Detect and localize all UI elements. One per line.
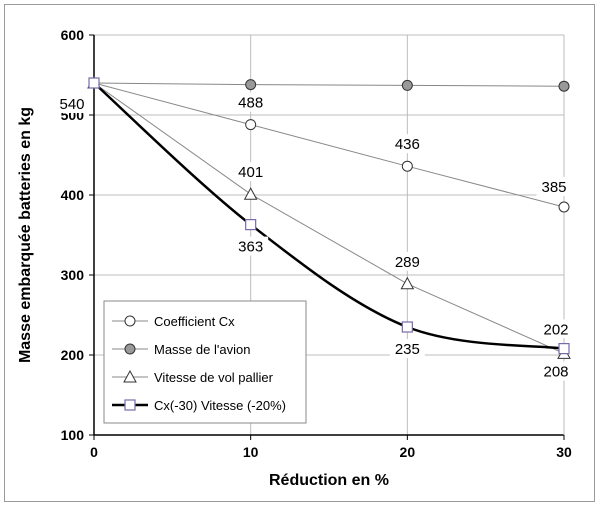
- data-label-bg: [233, 92, 269, 112]
- data-label: 202: [543, 321, 568, 338]
- series-line-1: [93, 82, 565, 87]
- data-label-group: 540: [54, 94, 90, 113]
- data-label: 363: [238, 239, 263, 256]
- legend-item: Masse de l'avion: [112, 342, 250, 357]
- data-label-group: 202: [538, 319, 574, 339]
- legend-label: Vitesse de vol pallier: [154, 370, 274, 385]
- data-point-s2-1: [243, 187, 258, 200]
- x-tick-label: 30: [556, 444, 572, 460]
- data-point-s1-1: [245, 79, 257, 91]
- data-label: 289: [395, 254, 420, 271]
- data-label-bg: [54, 94, 90, 113]
- data-label-bg: [389, 134, 425, 154]
- data-point-s0-2: [401, 160, 413, 172]
- x-tick-label: 10: [243, 444, 259, 460]
- data-point-s1-3: [558, 80, 570, 92]
- data-label-bg: [536, 177, 572, 196]
- y-tick-label: 600: [61, 27, 85, 43]
- data-point-s2-2: [400, 276, 415, 290]
- data-label-group: 488: [233, 92, 269, 112]
- data-label-group: 401: [233, 162, 269, 182]
- data-point-s3-1: [245, 219, 257, 231]
- data-label: 401: [238, 164, 263, 181]
- data-label: 436: [395, 136, 420, 153]
- data-label-bg: [538, 361, 574, 381]
- series-line-2: [93, 82, 565, 354]
- data-point-s1-2: [401, 79, 413, 91]
- data-label-group: 289: [389, 251, 425, 271]
- data-label-group: 385: [536, 177, 572, 196]
- legend-marker: [124, 399, 136, 411]
- data-label-group: 436: [389, 134, 425, 154]
- data-label: 235: [395, 341, 420, 358]
- data-label-bg: [389, 339, 425, 358]
- data-label-bg: [389, 251, 425, 271]
- data-label-group: 363: [233, 236, 269, 256]
- data-point-s0-1: [245, 119, 257, 131]
- chart-frame: 100 200 300 400 500 600 0 10 20 30 Réduction en % M…: [4, 4, 595, 502]
- legend-item: Vitesse de vol pallier: [112, 369, 274, 385]
- data-point-s3-2: [401, 321, 413, 333]
- y-tick-label: 300: [61, 267, 85, 283]
- legend-item: Coefficient Cx: [112, 314, 235, 329]
- data-point-s3-3: [558, 343, 570, 355]
- data-label-group: 208: [538, 361, 574, 381]
- data-label: 540: [59, 96, 84, 113]
- legend-item: Cx(-30) Vitesse (-20%): [112, 398, 286, 413]
- legend-label: Masse de l'avion: [154, 342, 250, 357]
- y-tick-label: 200: [61, 347, 85, 363]
- y-axis-title: Masse embarquée batteries en kg: [17, 107, 34, 363]
- legend-label: Coefficient Cx: [154, 314, 235, 329]
- data-point-s0-3: [558, 201, 570, 213]
- series-line-0: [93, 82, 565, 208]
- data-point-s3-0: [88, 77, 100, 89]
- series-line-3: [93, 82, 565, 350]
- legend-marker: [124, 343, 136, 355]
- legend-marker: [124, 315, 136, 327]
- x-tick-label: 20: [400, 444, 416, 460]
- data-label: 208: [543, 364, 568, 381]
- data-label-bg: [233, 236, 269, 256]
- data-label-bg: [538, 319, 574, 339]
- legend-marker: [123, 369, 137, 383]
- y-tick-label: 100: [61, 427, 85, 443]
- y-tick-label: 400: [61, 187, 85, 203]
- data-label: 385: [541, 179, 566, 196]
- data-label-bg: [233, 162, 269, 182]
- x-axis-title: Réduction en %: [269, 472, 389, 489]
- data-label: 488: [238, 95, 263, 112]
- legend-label: Cx(-30) Vitesse (-20%): [154, 398, 286, 413]
- x-tick-label: 0: [90, 444, 98, 460]
- data-label-group: 235: [389, 339, 425, 358]
